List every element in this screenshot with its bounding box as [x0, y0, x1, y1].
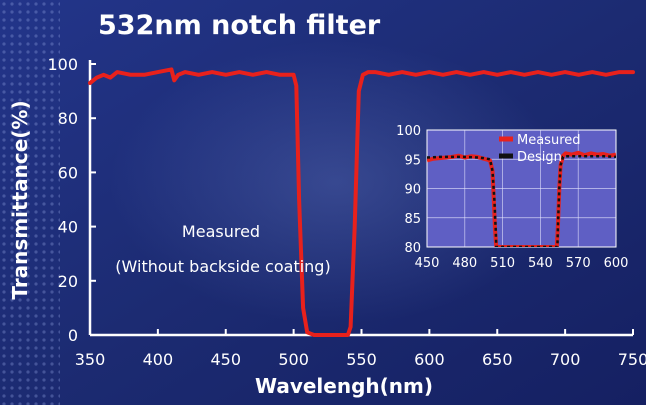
- inset-y-tick-label: 95: [404, 153, 421, 168]
- y-tick-label: 80: [58, 109, 78, 128]
- inset-legend-label: Measured: [517, 133, 581, 148]
- x-axis-label: Wavelengh(nm): [255, 374, 433, 398]
- inset-y-tick-label: 100: [396, 124, 421, 139]
- y-tick-label: 20: [58, 272, 78, 291]
- inset-y-tick-label: 80: [404, 241, 421, 256]
- annotation-line-1: Measured: [182, 222, 260, 241]
- y-tick-label: 0: [68, 326, 78, 345]
- main-plot: 0 20 40 60 80 100 350 400 450 500 550 600 650 700 750: [47, 55, 646, 369]
- y-tick-label: 60: [58, 163, 78, 182]
- x-tick-label: 400: [143, 350, 174, 369]
- x-tick-label: 750: [618, 350, 646, 369]
- inset-series-line-0: [427, 150, 616, 247]
- x-tick-label: 550: [346, 350, 377, 369]
- inset-x-tick-label: 540: [528, 256, 553, 271]
- annotation-line-2: (Without backside coating): [115, 257, 330, 276]
- y-tick-label: 100: [47, 55, 78, 74]
- series-line-0: [88, 67, 635, 337]
- inset-x-tick-label: 600: [604, 256, 629, 271]
- inset-x-tick-label: 450: [415, 256, 440, 271]
- x-tick-label: 700: [550, 350, 581, 369]
- x-tick-label: 500: [278, 350, 309, 369]
- x-tick-label: 450: [210, 350, 241, 369]
- chart-title: 532nm notch filter: [98, 10, 381, 41]
- y-axis-label: Transmittance(%): [8, 100, 32, 299]
- y-tick-label: 40: [58, 218, 78, 237]
- x-tick-label: 350: [75, 350, 106, 369]
- inset-y-tick-label: 90: [404, 183, 421, 198]
- inset-series-line-1: [427, 155, 616, 247]
- inset-x-tick-label: 570: [566, 256, 591, 271]
- inset-plot: 80 85 90 95 100 450 480 510 540 570 600 Measured Des…: [396, 124, 628, 271]
- inset-x-tick-label: 480: [452, 256, 477, 271]
- x-tick-label: 600: [414, 350, 445, 369]
- inset-y-tick-label: 85: [404, 212, 421, 227]
- inset-x-tick-label: 510: [490, 256, 515, 271]
- x-tick-label: 650: [482, 350, 513, 369]
- inset-legend-label: Design: [517, 150, 562, 165]
